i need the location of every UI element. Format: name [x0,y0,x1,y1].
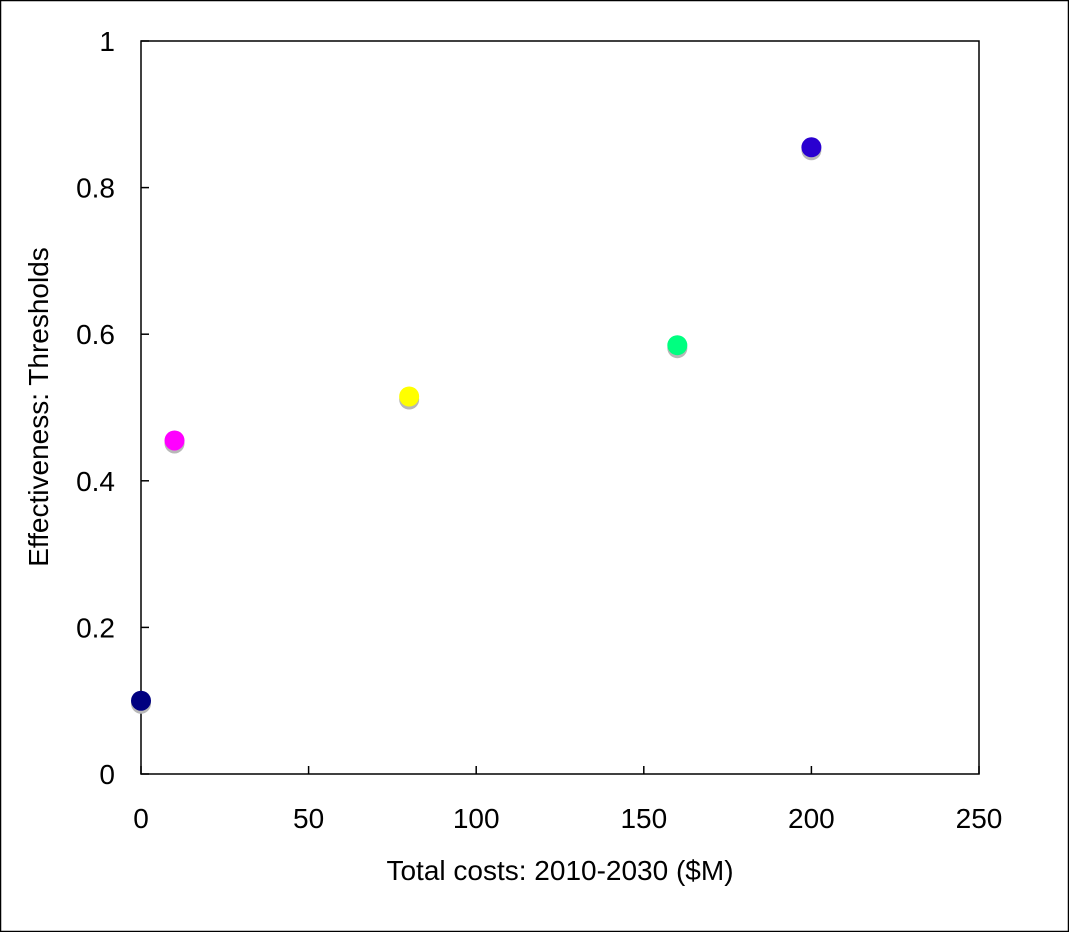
y-tick-label: 0.4 [76,466,115,497]
data-point-1 [131,690,151,711]
x-axis-label: Total costs: 2010-2030 ($M) [386,855,733,886]
y-axis-label: Effectiveness: Thresholds [23,247,54,567]
data-point-3 [399,386,420,407]
x-axis-ticks: 0 50 100 150 200 250 [133,766,1002,834]
x-tick-label: 150 [620,803,667,834]
x-tick-label: 50 [293,803,324,834]
data-point-4 [667,335,688,356]
data-points [131,137,822,714]
y-tick-label: 0.2 [76,612,115,643]
x-tick-label: 0 [133,803,149,834]
y-axis-ticks: 0 0.2 0.4 0.6 0.8 1 [76,26,149,790]
x-tick-label: 100 [453,803,500,834]
y-tick-label: 0 [99,759,115,790]
plot-area [140,40,980,775]
data-point-5 [801,137,822,158]
x-tick-label: 250 [956,803,1003,834]
y-tick-label: 0.6 [76,319,115,350]
x-tick-label: 200 [788,803,835,834]
y-tick-label: 1 [99,26,115,57]
data-point-2 [164,430,185,451]
y-tick-label: 0.8 [76,173,115,204]
